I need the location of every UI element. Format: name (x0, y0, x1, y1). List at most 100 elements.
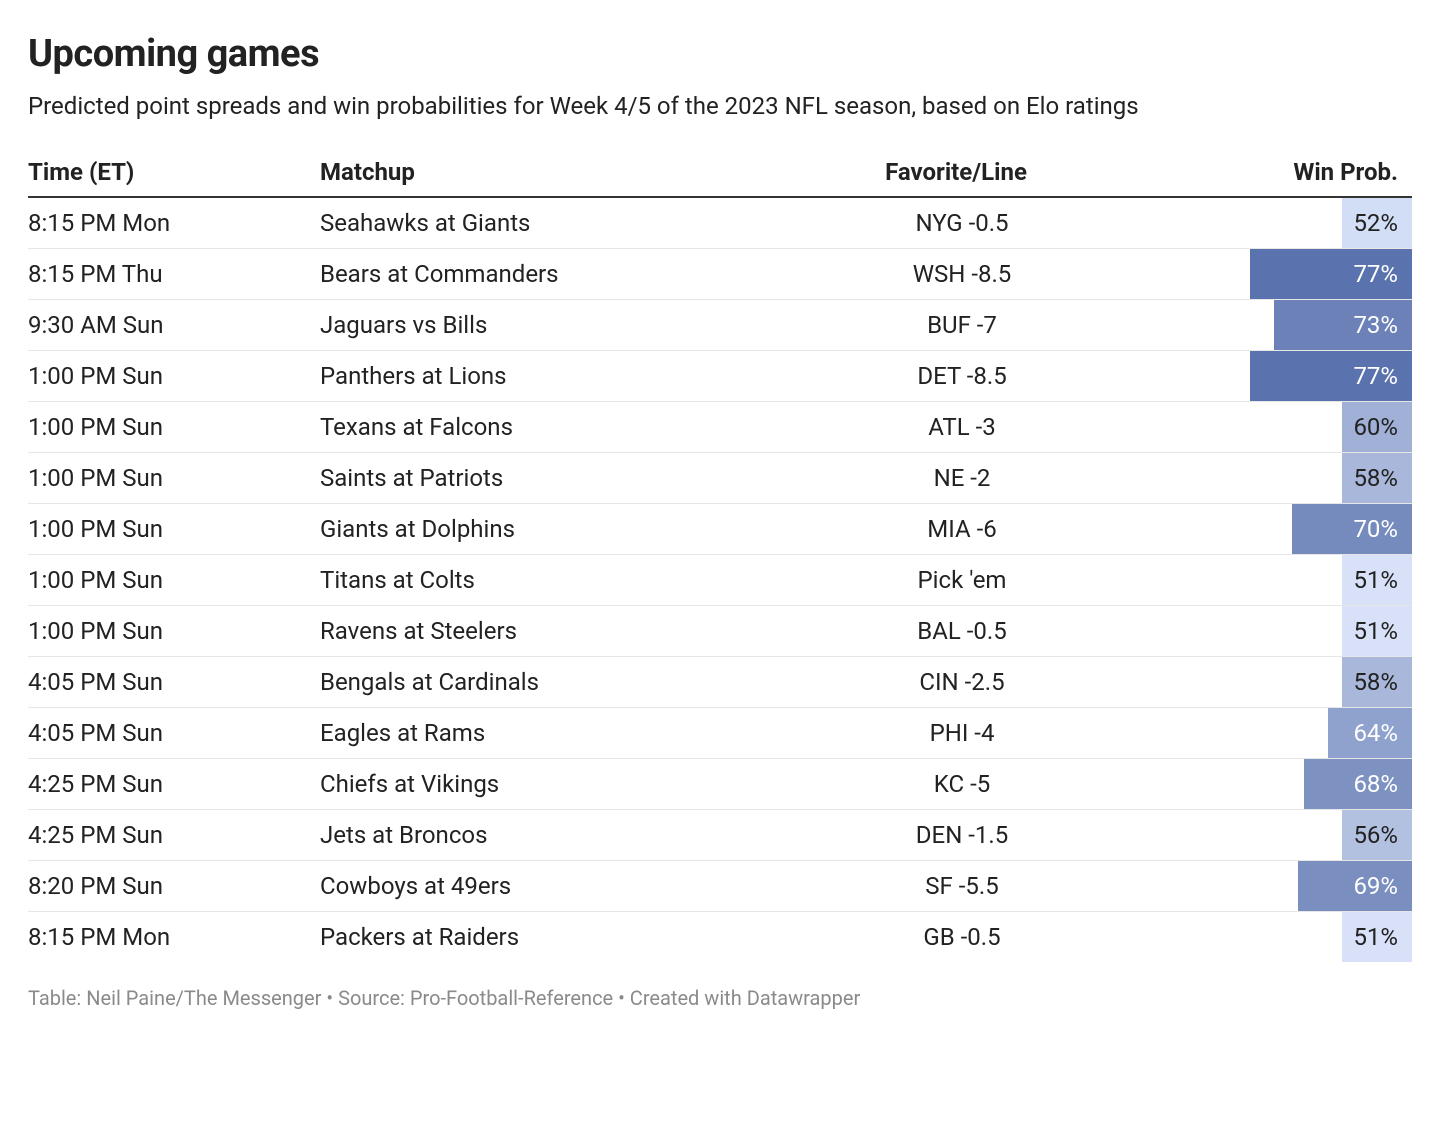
cell-time: 8:15 PM Thu (28, 249, 320, 300)
cell-matchup: Cowboys at 49ers (320, 861, 812, 912)
table-row: 8:15 PM ThuBears at CommandersWSH -8.5 77… (28, 249, 1412, 300)
table-row: 8:15 PM MonPackers at RaidersGB -0.551% (28, 912, 1412, 963)
cell-winprob: 77% (1112, 249, 1412, 300)
table-row: 8:15 PM MonSeahawks at GiantsNYG -0.552% (28, 197, 1412, 249)
cell-time: 4:05 PM Sun (28, 657, 320, 708)
cell-winprob: 70% (1112, 504, 1412, 555)
col-header-winprob: Win Prob. (1112, 148, 1412, 197)
cell-matchup: Saints at Patriots (320, 453, 812, 504)
cell-winprob: 56% (1112, 810, 1412, 861)
winprob-bar: 64% (1328, 708, 1412, 758)
table-row: 8:20 PM SunCowboys at 49ersSF -5.5 69% (28, 861, 1412, 912)
col-header-time: Time (ET) (28, 148, 320, 197)
cell-favorite: WSH -8.5 (812, 249, 1112, 300)
cell-time: 4:25 PM Sun (28, 810, 320, 861)
cell-time: 8:20 PM Sun (28, 861, 320, 912)
table-row: 1:00 PM SunSaints at PatriotsNE -2 58% (28, 453, 1412, 504)
page-subtitle: Predicted point spreads and win probabil… (28, 92, 1412, 120)
winprob-bar: 58% (1342, 657, 1412, 707)
cell-winprob: 68% (1112, 759, 1412, 810)
cell-matchup: Chiefs at Vikings (320, 759, 812, 810)
winprob-bar-wrap: 69% (1112, 861, 1412, 911)
cell-favorite: NE -2 (812, 453, 1112, 504)
table-row: 4:25 PM SunJets at BroncosDEN -1.5 56% (28, 810, 1412, 861)
table-row: 1:00 PM SunRavens at SteelersBAL -0.551% (28, 606, 1412, 657)
cell-time: 8:15 PM Mon (28, 912, 320, 963)
games-table: Time (ET) Matchup Favorite/Line Win Prob… (28, 148, 1412, 962)
winprob-bar-wrap: 52% (1112, 198, 1412, 248)
cell-favorite: SF -5.5 (812, 861, 1112, 912)
winprob-bar-wrap: 68% (1112, 759, 1412, 809)
winprob-bar: 69% (1298, 861, 1412, 911)
winprob-bar: 70% (1292, 504, 1412, 554)
winprob-bar: 56% (1342, 810, 1412, 860)
cell-matchup: Texans at Falcons (320, 402, 812, 453)
winprob-bar: 60% (1342, 402, 1412, 452)
winprob-bar-wrap: 73% (1112, 300, 1412, 350)
cell-favorite: NYG -0.5 (812, 197, 1112, 249)
cell-winprob: 51% (1112, 555, 1412, 606)
cell-winprob: 73% (1112, 300, 1412, 351)
winprob-bar-wrap: 56% (1112, 810, 1412, 860)
cell-matchup: Jaguars vs Bills (320, 300, 812, 351)
cell-winprob: 58% (1112, 657, 1412, 708)
table-row: 9:30 AM SunJaguars vs BillsBUF -773% (28, 300, 1412, 351)
cell-winprob: 51% (1112, 606, 1412, 657)
cell-favorite: DEN -1.5 (812, 810, 1112, 861)
winprob-bar-wrap: 64% (1112, 708, 1412, 758)
page-title: Upcoming games (28, 32, 1412, 76)
winprob-bar: 52% (1342, 198, 1412, 248)
page-container: Upcoming games Predicted point spreads a… (0, 0, 1440, 1038)
cell-time: 1:00 PM Sun (28, 555, 320, 606)
table-row: 1:00 PM SunTitans at ColtsPick 'em51% (28, 555, 1412, 606)
cell-time: 1:00 PM Sun (28, 606, 320, 657)
winprob-bar: 77% (1250, 249, 1412, 299)
cell-winprob: 64% (1112, 708, 1412, 759)
cell-time: 9:30 AM Sun (28, 300, 320, 351)
winprob-bar-wrap: 77% (1112, 249, 1412, 299)
cell-matchup: Panthers at Lions (320, 351, 812, 402)
winprob-bar: 58% (1342, 453, 1412, 503)
table-row: 1:00 PM SunTexans at FalconsATL -3 60% (28, 402, 1412, 453)
cell-matchup: Packers at Raiders (320, 912, 812, 963)
cell-time: 1:00 PM Sun (28, 504, 320, 555)
table-header-row: Time (ET) Matchup Favorite/Line Win Prob… (28, 148, 1412, 197)
cell-matchup: Titans at Colts (320, 555, 812, 606)
winprob-bar-wrap: 58% (1112, 453, 1412, 503)
winprob-bar-wrap: 58% (1112, 657, 1412, 707)
winprob-bar: 68% (1304, 759, 1412, 809)
winprob-bar-wrap: 51% (1112, 606, 1412, 656)
cell-winprob: 60% (1112, 402, 1412, 453)
winprob-bar: 77% (1250, 351, 1412, 401)
table-row: 4:05 PM SunBengals at CardinalsCIN -2.5 5… (28, 657, 1412, 708)
cell-winprob: 69% (1112, 861, 1412, 912)
winprob-bar: 51% (1342, 555, 1412, 605)
cell-matchup: Ravens at Steelers (320, 606, 812, 657)
col-header-matchup: Matchup (320, 148, 812, 197)
cell-winprob: 52% (1112, 197, 1412, 249)
cell-favorite: PHI -4 (812, 708, 1112, 759)
col-header-favorite: Favorite/Line (812, 148, 1112, 197)
cell-favorite: KC -5 (812, 759, 1112, 810)
winprob-bar: 51% (1342, 912, 1412, 962)
cell-favorite: MIA -6 (812, 504, 1112, 555)
cell-winprob: 77% (1112, 351, 1412, 402)
winprob-bar: 73% (1274, 300, 1412, 350)
cell-time: 4:25 PM Sun (28, 759, 320, 810)
cell-winprob: 58% (1112, 453, 1412, 504)
cell-favorite: ATL -3 (812, 402, 1112, 453)
cell-matchup: Bears at Commanders (320, 249, 812, 300)
table-body: 8:15 PM Mon Seahawks at GiantsNYG -0.5 52%… (28, 197, 1412, 962)
cell-matchup: Jets at Broncos (320, 810, 812, 861)
cell-favorite: BAL -0.5 (812, 606, 1112, 657)
table-footer: Table: Neil Paine/The Messenger • Source… (28, 986, 1412, 1010)
cell-time: 1:00 PM Sun (28, 453, 320, 504)
cell-matchup: Seahawks at Giants (320, 197, 812, 249)
winprob-bar-wrap: 51% (1112, 912, 1412, 962)
cell-winprob: 51% (1112, 912, 1412, 963)
cell-matchup: Bengals at Cardinals (320, 657, 812, 708)
cell-time: 1:00 PM Sun (28, 402, 320, 453)
table-row: 4:05 PM SunEagles at RamsPHI -464% (28, 708, 1412, 759)
cell-favorite: CIN -2.5 (812, 657, 1112, 708)
cell-matchup: Eagles at Rams (320, 708, 812, 759)
